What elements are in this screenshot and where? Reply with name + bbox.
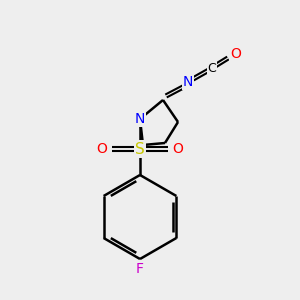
Text: N: N: [183, 75, 193, 89]
Text: O: O: [231, 47, 242, 61]
Text: N: N: [135, 112, 145, 126]
Text: C: C: [208, 61, 216, 74]
Text: F: F: [136, 262, 144, 276]
Text: O: O: [97, 142, 107, 156]
Text: S: S: [135, 142, 145, 157]
Text: O: O: [172, 142, 183, 156]
